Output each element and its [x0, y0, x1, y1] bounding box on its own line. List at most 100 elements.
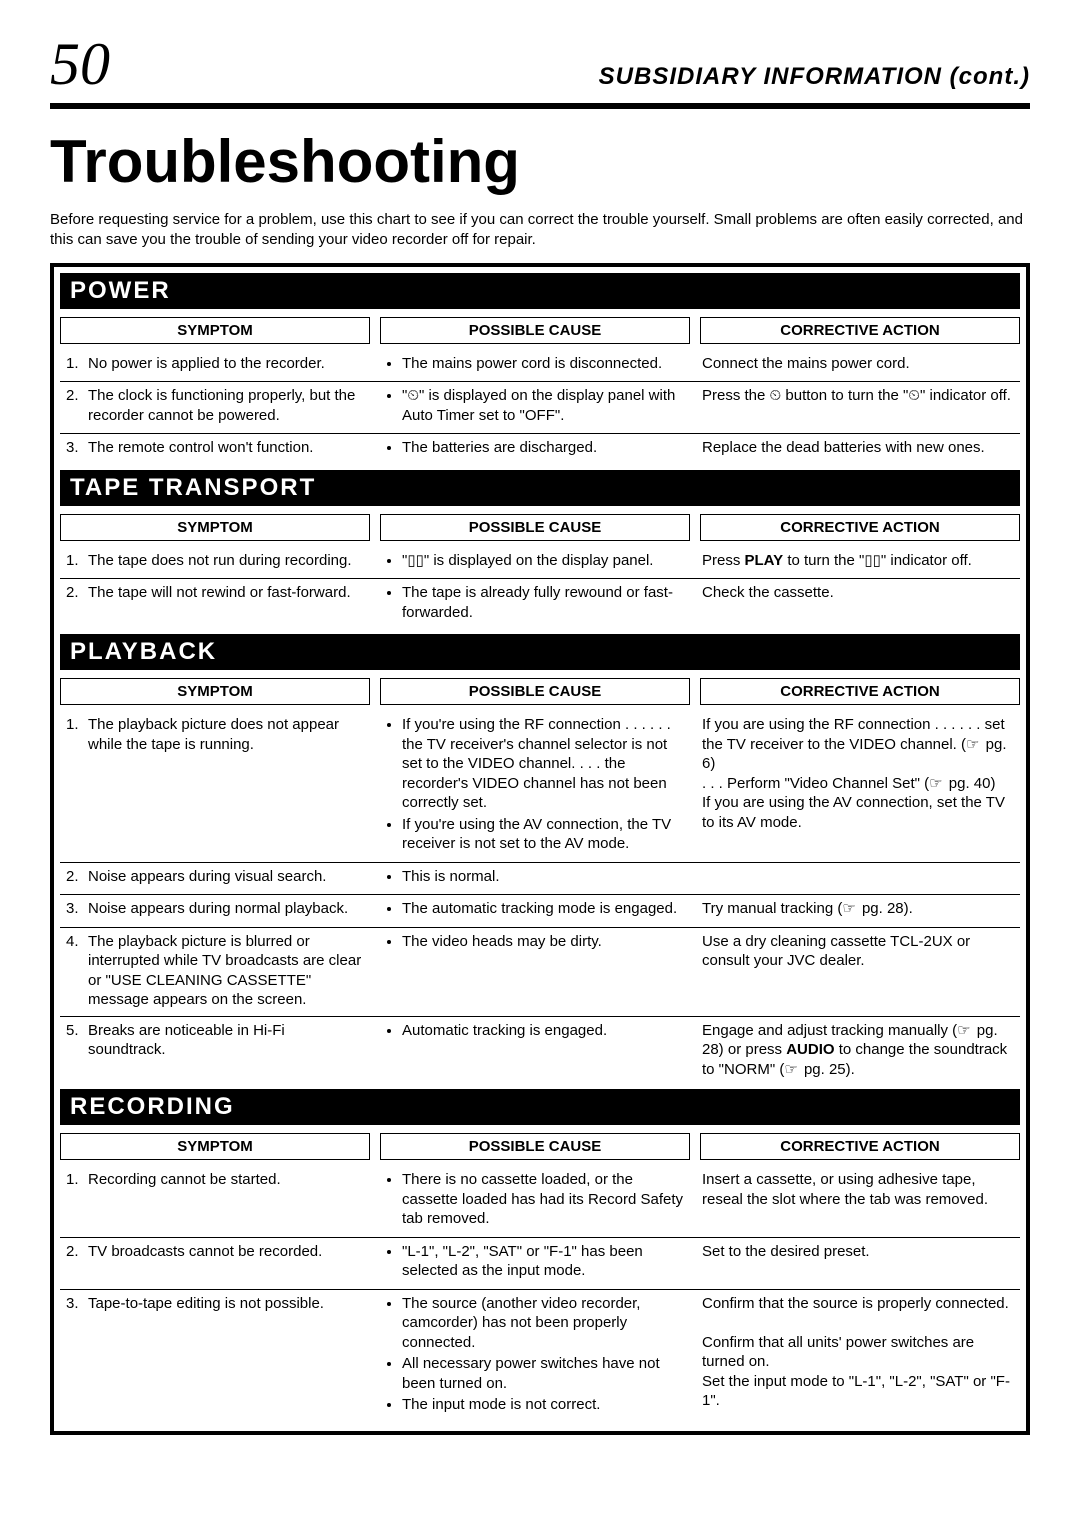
action-text: Check the cassette. [700, 583, 838, 624]
page-number: 50 [50, 30, 110, 99]
row-number: 2. [60, 1242, 88, 1283]
action-text: Press the ⏲ button to turn the "⏲" indic… [700, 386, 1015, 427]
action-cell: Check the cassette. [700, 583, 1020, 624]
column-headers: SYMPTOMPOSSIBLE CAUSECORRECTIVE ACTION [60, 514, 1020, 541]
cause-item: All necessary power switches have not be… [402, 1354, 690, 1393]
table-row: 2.TV broadcasts cannot be recorded. "L-1"… [60, 1237, 1020, 1289]
symptom-text: No power is applied to the recorder. [88, 354, 370, 376]
intro-text: Before requesting service for a problem,… [50, 210, 1030, 251]
row-number: 2. [60, 386, 88, 427]
action-text: Replace the dead batteries with new ones… [700, 438, 989, 460]
action-cell: Confirm that the source is properly conn… [700, 1294, 1020, 1417]
symptom-cell: 3.Noise appears during normal playback. [60, 899, 370, 921]
cause-list: The video heads may be dirty. [380, 932, 602, 1010]
cause-list: "▯▯" is displayed on the display panel. [380, 551, 653, 573]
cause-item: The video heads may be dirty. [402, 932, 602, 952]
action-text: Press PLAY to turn the "▯▯" indicator of… [700, 551, 976, 573]
action-text: If you are using the RF connection . . .… [700, 715, 1020, 856]
cause-cell: This is normal. [380, 867, 690, 889]
cause-cell: "L-1", "L-2", "SAT" or "F-1" has been se… [380, 1242, 690, 1283]
column-headers: SYMPTOMPOSSIBLE CAUSECORRECTIVE ACTION [60, 317, 1020, 344]
col-header-action: CORRECTIVE ACTION [700, 317, 1020, 344]
cause-item: The tape is already fully rewound or fas… [402, 583, 690, 622]
row-number: 1. [60, 354, 88, 376]
header-subtitle: SUBSIDIARY INFORMATION (cont.) [599, 63, 1030, 91]
symptom-cell: 1.No power is applied to the recorder. [60, 354, 370, 376]
cause-cell: The batteries are discharged. [380, 438, 690, 460]
header-rule-icon [50, 103, 1030, 109]
symptom-text: Tape-to-tape editing is not possible. [88, 1294, 370, 1417]
table-row: 2.Noise appears during visual search. Thi… [60, 862, 1020, 895]
symptom-cell: 1.The playback picture does not appear w… [60, 715, 370, 856]
cause-item: "⏲" is displayed on the display panel wi… [402, 386, 690, 425]
section-rows: 1.No power is applied to the recorder. Th… [60, 350, 1020, 466]
table-row: 1.No power is applied to the recorder. Th… [60, 350, 1020, 382]
col-header-action: CORRECTIVE ACTION [700, 678, 1020, 705]
cause-cell: The automatic tracking mode is engaged. [380, 899, 690, 921]
column-headers: SYMPTOMPOSSIBLE CAUSECORRECTIVE ACTION [60, 1133, 1020, 1160]
symptom-text: Breaks are noticeable in Hi-Fi soundtrac… [88, 1021, 370, 1080]
row-number: 3. [60, 438, 88, 460]
action-text: Insert a cassette, or using adhesive tap… [700, 1170, 1020, 1231]
symptom-text: The tape will not rewind or fast-forward… [88, 583, 370, 624]
row-number: 1. [60, 551, 88, 573]
cause-cell: Automatic tracking is engaged. [380, 1021, 690, 1080]
column-headers: SYMPTOMPOSSIBLE CAUSECORRECTIVE ACTION [60, 678, 1020, 705]
symptom-text: The playback picture does not appear whi… [88, 715, 370, 856]
row-number: 3. [60, 899, 88, 921]
symptom-text: TV broadcasts cannot be recorded. [88, 1242, 370, 1283]
action-cell: Insert a cassette, or using adhesive tap… [700, 1170, 1020, 1231]
cause-list: The tape is already fully rewound or fas… [380, 583, 690, 624]
symptom-text: Noise appears during normal playback. [88, 899, 370, 921]
table-row: 4.The playback picture is blurred or int… [60, 927, 1020, 1016]
row-number: 5. [60, 1021, 88, 1080]
col-header-cause: POSSIBLE CAUSE [380, 1133, 690, 1160]
col-header-symptom: SYMPTOM [60, 514, 370, 541]
action-cell: Press the ⏲ button to turn the "⏲" indic… [700, 386, 1020, 427]
action-text: Set to the desired preset. [700, 1242, 874, 1283]
col-header-cause: POSSIBLE CAUSE [380, 678, 690, 705]
symptom-text: Noise appears during visual search. [88, 867, 370, 889]
row-number: 3. [60, 1294, 88, 1417]
cause-cell: The video heads may be dirty. [380, 932, 690, 1010]
action-cell: Connect the mains power cord. [700, 354, 1020, 376]
action-cell: If you are using the RF connection . . .… [700, 715, 1020, 856]
table-row: 5.Breaks are noticeable in Hi-Fi soundtr… [60, 1016, 1020, 1086]
cause-list: This is normal. [380, 867, 500, 889]
cause-list: The mains power cord is disconnected. [380, 354, 662, 376]
row-number: 1. [60, 715, 88, 856]
symptom-cell: 4.The playback picture is blurred or int… [60, 932, 370, 1010]
table-row: 1.The playback picture does not appear w… [60, 711, 1020, 862]
symptom-cell: 2.Noise appears during visual search. [60, 867, 370, 889]
table-row: 3.Noise appears during normal playback. T… [60, 894, 1020, 927]
symptom-cell: 3.Tape-to-tape editing is not possible. [60, 1294, 370, 1417]
section-rows: 1.Recording cannot be started.There is n… [60, 1166, 1020, 1423]
cause-item: If you're using the AV connection, the T… [402, 815, 690, 854]
section-rows: 1.The tape does not run during recording… [60, 547, 1020, 631]
section-rows: 1.The playback picture does not appear w… [60, 711, 1020, 1085]
cause-cell: The mains power cord is disconnected. [380, 354, 690, 376]
cause-list: "L-1", "L-2", "SAT" or "F-1" has been se… [380, 1242, 690, 1283]
symptom-text: Recording cannot be started. [88, 1170, 370, 1231]
cause-item: If you're using the RF connection . . . … [402, 715, 690, 813]
action-cell: Replace the dead batteries with new ones… [700, 438, 1020, 460]
cause-cell: There is no cassette loaded, or the cass… [380, 1170, 690, 1231]
col-header-symptom: SYMPTOM [60, 1133, 370, 1160]
cause-item: "▯▯" is displayed on the display panel. [402, 551, 653, 571]
cause-list: Automatic tracking is engaged. [380, 1021, 607, 1080]
troubleshooting-table: POWERSYMPTOMPOSSIBLE CAUSECORRECTIVE ACT… [50, 263, 1030, 1435]
cause-item: "L-1", "L-2", "SAT" or "F-1" has been se… [402, 1242, 690, 1281]
col-header-action: CORRECTIVE ACTION [700, 514, 1020, 541]
cause-item: This is normal. [402, 867, 500, 887]
page-header: 50 SUBSIDIARY INFORMATION (cont.) [50, 30, 1030, 99]
col-header-cause: POSSIBLE CAUSE [380, 317, 690, 344]
action-text: Use a dry cleaning cassette TCL-2UX or c… [700, 932, 1020, 1010]
cause-list: "⏲" is displayed on the display panel wi… [380, 386, 690, 427]
symptom-cell: 5.Breaks are noticeable in Hi-Fi soundtr… [60, 1021, 370, 1080]
symptom-text: The clock is functioning properly, but t… [88, 386, 370, 427]
action-text: Engage and adjust tracking manually ( pg… [700, 1021, 1020, 1080]
cause-item: The batteries are discharged. [402, 438, 597, 458]
row-number: 2. [60, 583, 88, 624]
row-number: 4. [60, 932, 88, 1010]
cause-list: If you're using the RF connection . . . … [380, 715, 690, 856]
